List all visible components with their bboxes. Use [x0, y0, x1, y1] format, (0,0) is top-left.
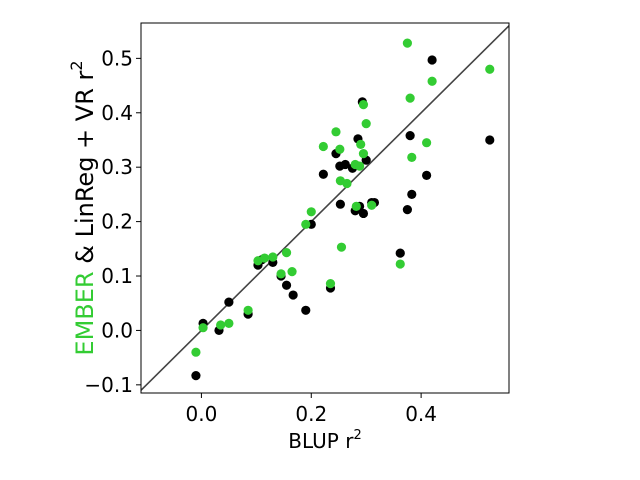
- data-point-series-1-25: [358, 148, 369, 159]
- data-point-series-1-3: [224, 318, 234, 328]
- x-axis-label: BLUP r2: [288, 428, 361, 453]
- data-point-series-0-29: [402, 205, 412, 215]
- data-point-series-0-30: [405, 131, 415, 141]
- data-point-series-0-24: [358, 208, 369, 219]
- data-point-series-0-0: [191, 370, 201, 381]
- data-point-series-0-31: [407, 189, 417, 199]
- y-tick-label: 0.5: [101, 46, 133, 70]
- x-axis-ticks: 0.0 0.2 0.4: [186, 393, 437, 426]
- y-axis-label-ember: EMBER: [71, 271, 99, 355]
- y-tick-label: 0.3: [101, 155, 133, 179]
- data-point-series-1-27: [367, 200, 377, 210]
- data-point-series-1-18: [336, 242, 347, 252]
- data-point-series-1-0: [191, 347, 201, 357]
- data-point-series-0-18: [340, 159, 350, 170]
- x-tick-label: 0.2: [295, 402, 327, 426]
- y-tick-label: 0.2: [101, 210, 133, 234]
- data-point-series-1-34: [485, 64, 495, 74]
- data-point-series-1-21: [351, 201, 361, 211]
- data-point-series-1-13: [318, 141, 328, 152]
- y-axis-ticks: −0.1 0.0 0.1 0.2 0.3 0.4 0.5: [84, 46, 141, 397]
- points-layer: [191, 38, 495, 381]
- data-point-series-1-8: [276, 269, 286, 279]
- y-axis-label: EMBER & LinReg + VR r2: [67, 60, 99, 355]
- y-tick-label: 0.1: [101, 264, 133, 288]
- data-point-series-1-1: [198, 323, 208, 333]
- data-point-series-1-10: [287, 267, 297, 277]
- data-point-series-0-3: [224, 297, 234, 307]
- data-point-series-1-24: [358, 100, 369, 110]
- data-point-series-1-14: [325, 279, 336, 289]
- data-point-series-1-15: [331, 127, 341, 137]
- y-axis-label-rest: & LinReg + VR r: [71, 70, 99, 271]
- data-point-series-1-32: [422, 138, 432, 148]
- data-point-series-0-33: [427, 55, 437, 65]
- data-point-series-0-13: [318, 169, 328, 179]
- data-point-series-1-7: [268, 252, 278, 262]
- x-axis-label-text: BLUP r: [288, 429, 354, 453]
- data-point-series-1-6: [259, 253, 270, 263]
- y-tick-label: 0.0: [101, 318, 133, 342]
- data-point-series-1-26: [361, 119, 371, 129]
- data-point-series-0-34: [485, 135, 495, 145]
- data-point-series-1-28: [395, 259, 405, 269]
- data-point-series-1-2: [216, 320, 226, 330]
- data-point-series-0-11: [301, 305, 311, 315]
- data-point-series-1-11: [301, 219, 311, 229]
- data-point-series-0-9: [281, 280, 292, 290]
- y-axis-label-superscript: 2: [67, 60, 86, 70]
- data-point-series-1-29: [402, 38, 412, 48]
- data-point-series-1-31: [407, 152, 417, 162]
- data-point-series-1-30: [405, 93, 415, 103]
- x-tick-label: 0.0: [186, 402, 218, 426]
- data-point-series-1-12: [306, 207, 316, 217]
- data-point-series-1-16: [335, 144, 345, 154]
- data-point-series-0-28: [395, 248, 405, 258]
- data-point-series-1-23: [356, 139, 366, 149]
- data-point-series-1-4: [243, 305, 253, 315]
- x-tick-label: 0.4: [405, 402, 437, 426]
- data-point-series-0-10: [288, 290, 298, 300]
- data-point-series-0-17: [335, 199, 345, 209]
- y-tick-label: −0.1: [84, 373, 133, 397]
- plot-frame: [140, 22, 510, 394]
- x-axis-label-superscript: 2: [353, 428, 361, 443]
- data-point-series-1-19: [342, 178, 352, 189]
- data-point-series-1-9: [281, 248, 292, 258]
- y-tick-label: 0.4: [101, 101, 133, 125]
- data-point-series-1-22: [355, 161, 365, 171]
- data-point-series-0-32: [422, 170, 432, 180]
- data-point-series-1-33: [427, 76, 437, 86]
